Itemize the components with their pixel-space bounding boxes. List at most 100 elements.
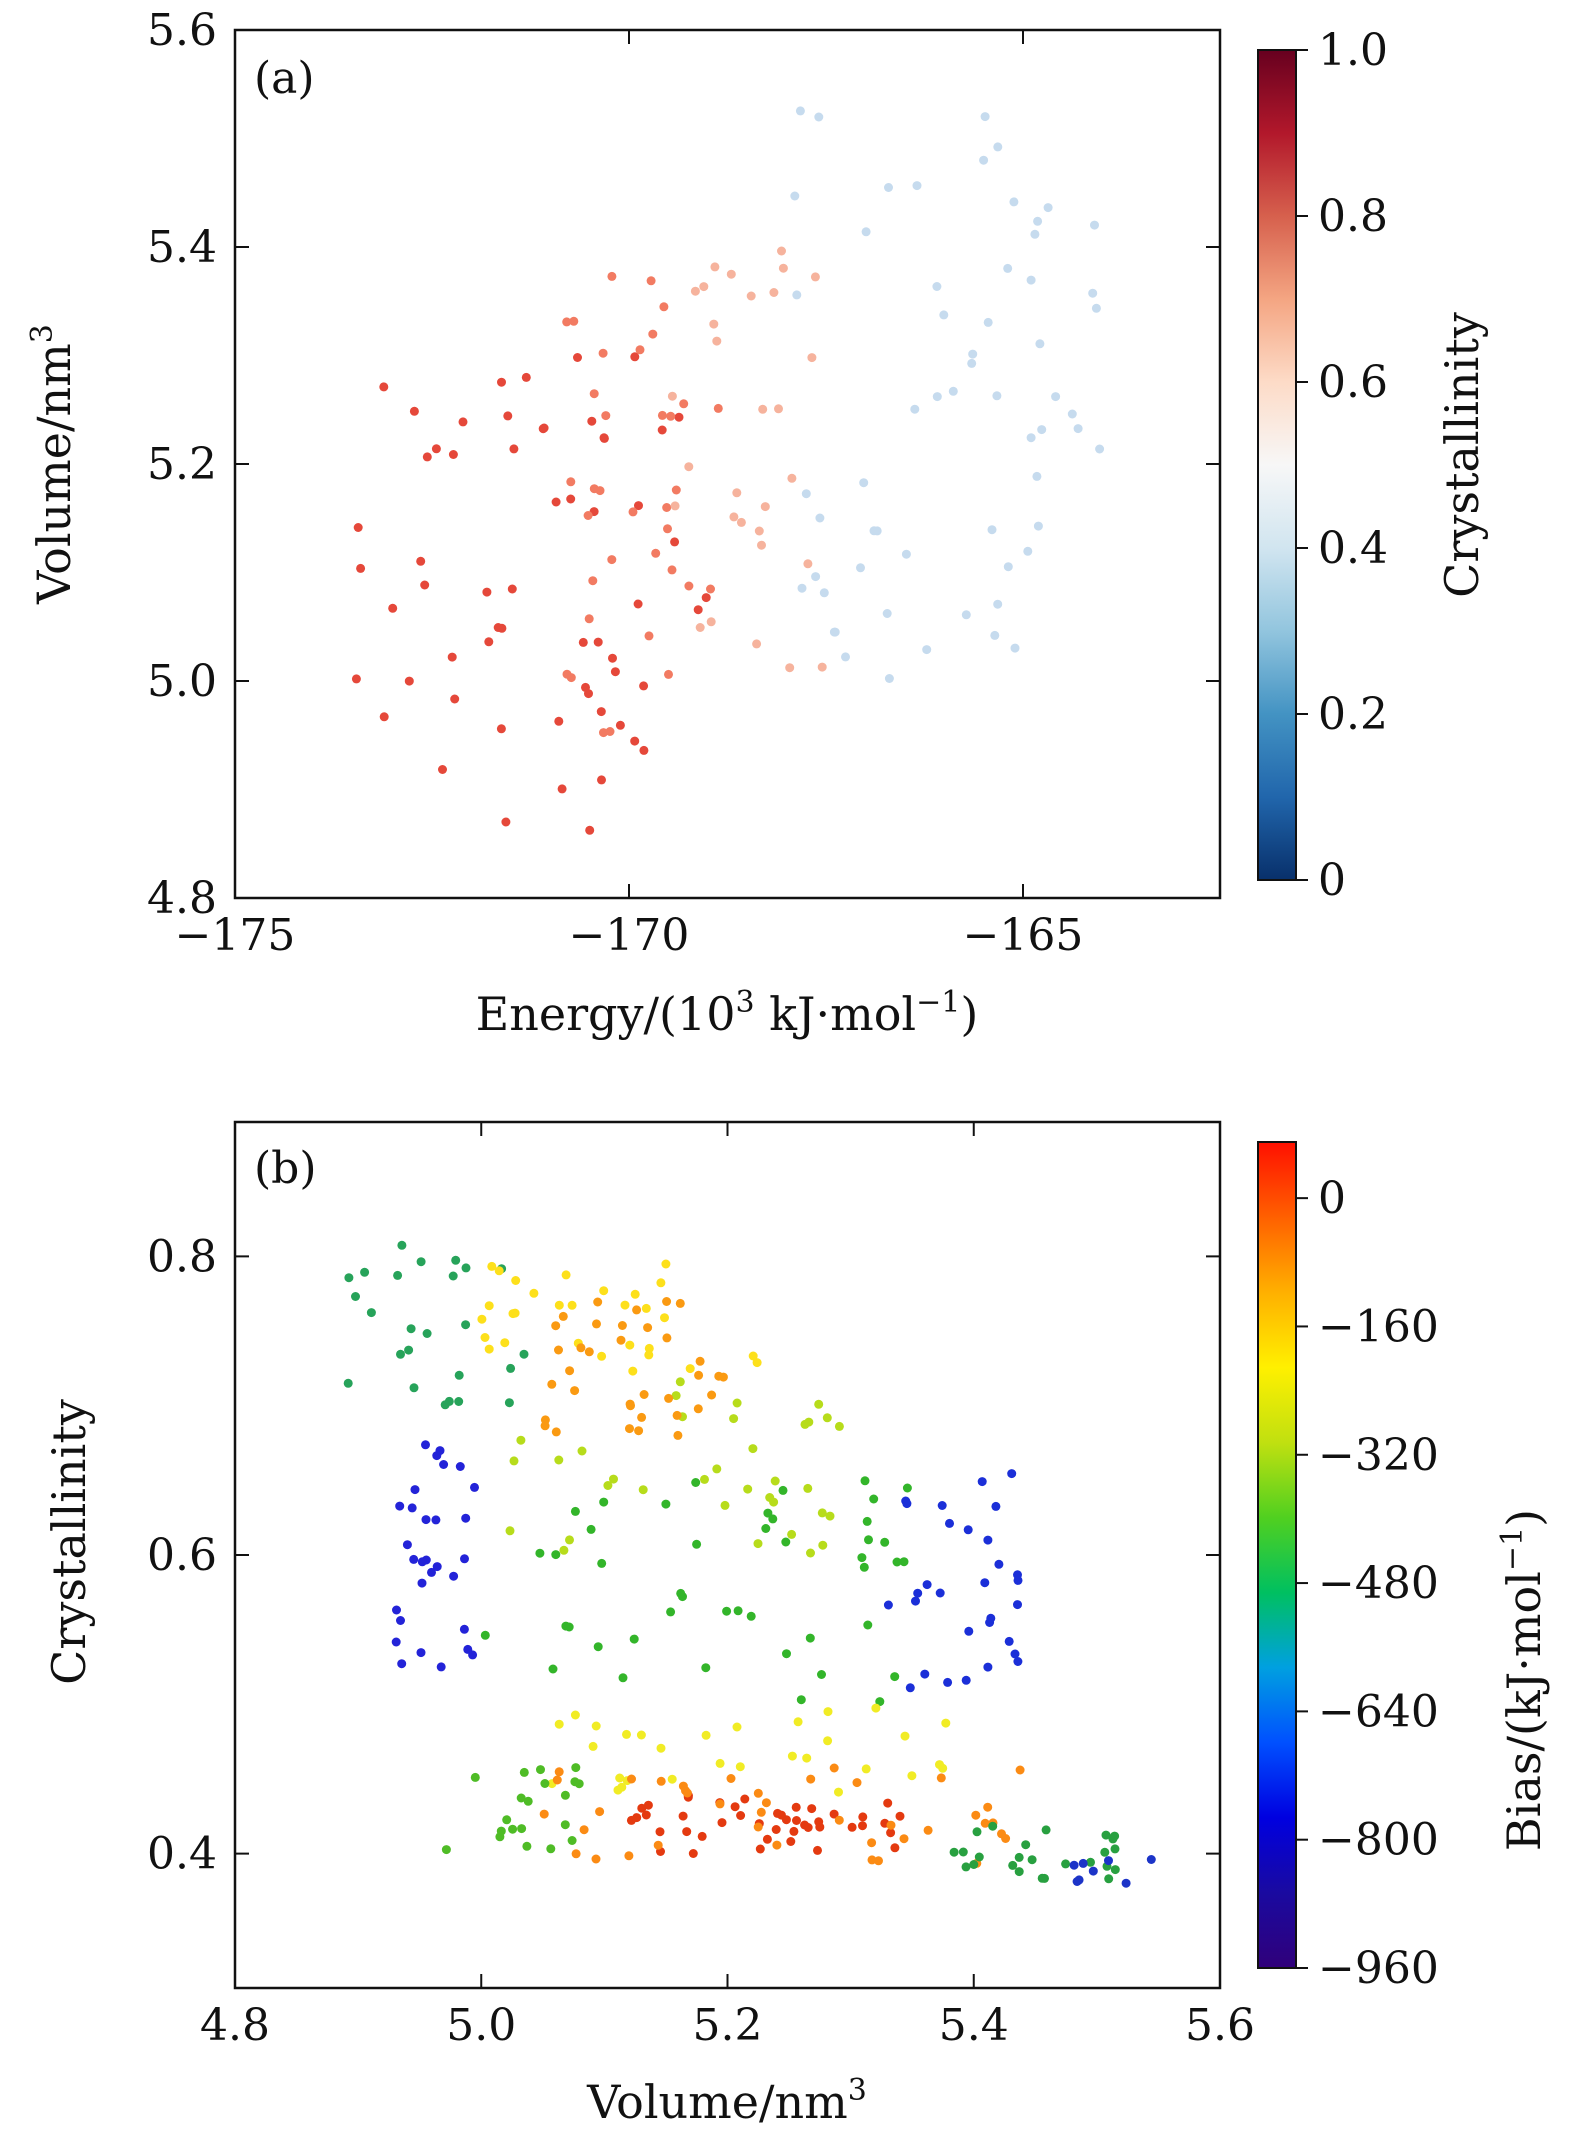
data-point [441, 1845, 451, 1855]
data-point [712, 1464, 722, 1474]
panel-b-colorbar-label-exp: −1 [1495, 1527, 1530, 1571]
data-point [410, 1485, 420, 1495]
data-point [786, 1837, 796, 1846]
x-tick-label: −165 [963, 910, 1084, 961]
y-tick-label: 0.8 [147, 1231, 217, 1282]
data-point [609, 1474, 618, 1484]
data-point [1021, 1840, 1031, 1850]
y-tick-label: 0.4 [147, 1829, 217, 1880]
data-point [1086, 1857, 1095, 1867]
data-point [758, 404, 768, 414]
data-point [822, 1413, 832, 1423]
data-point [497, 377, 506, 387]
data-point [504, 1398, 514, 1408]
data-point [366, 1308, 376, 1318]
data-point [910, 404, 920, 414]
data-point [693, 605, 703, 615]
data-point [579, 1825, 589, 1835]
data-point [733, 1606, 743, 1616]
data-point [743, 1484, 753, 1494]
data-point [435, 1446, 445, 1456]
data-point [693, 1404, 703, 1414]
data-point [436, 1662, 446, 1672]
data-point [461, 1513, 471, 1523]
data-point [1027, 1855, 1037, 1865]
colorbar-tick-label: −480 [1318, 1558, 1439, 1609]
data-point [603, 1481, 613, 1490]
data-point [715, 1799, 725, 1809]
data-point [735, 1762, 745, 1772]
y-tick-label: 5.6 [147, 5, 217, 56]
data-point [983, 1662, 993, 1672]
data-point [522, 1841, 532, 1851]
data-point [756, 1807, 766, 1817]
data-point [841, 652, 850, 662]
data-point [406, 1324, 416, 1334]
data-point [803, 1823, 813, 1832]
y-tick-label: 0.6 [147, 1530, 217, 1581]
data-point [834, 1421, 844, 1431]
data-point [634, 1426, 644, 1436]
x-tick-label: −175 [175, 910, 296, 961]
data-point [404, 1345, 414, 1355]
data-point [571, 1849, 581, 1859]
data-point [726, 269, 736, 279]
panel-b-colorbar: −960 −800 −640 −480 −320 −160 0 [1257, 1141, 1439, 1994]
data-point [421, 1515, 431, 1525]
data-point [593, 1297, 603, 1307]
data-point [746, 291, 756, 301]
data-point [769, 288, 779, 297]
data-point [1030, 229, 1040, 239]
data-point [587, 416, 597, 426]
data-point [859, 478, 869, 488]
data-point [977, 1477, 987, 1487]
data-point [565, 1535, 574, 1545]
data-point [761, 1798, 771, 1808]
data-point [626, 1401, 635, 1411]
panel-b-plot-frame [233, 1120, 1222, 1990]
data-point [449, 1571, 459, 1581]
data-point [825, 1511, 835, 1521]
data-point [682, 1827, 692, 1837]
data-point [769, 1497, 779, 1507]
data-point [508, 1824, 518, 1834]
y-tick-label: 5.4 [147, 222, 217, 273]
data-point [1067, 409, 1077, 419]
data-point [519, 1767, 529, 1777]
x-tick-label: −170 [569, 910, 690, 961]
data-point [782, 1649, 791, 1659]
data-point [718, 1372, 728, 1382]
data-point [932, 282, 942, 291]
panel-b-y-ticks: 0.4 0.6 0.8 [147, 1231, 1220, 1880]
data-point [803, 559, 813, 569]
data-point [964, 1626, 974, 1636]
data-point [670, 537, 680, 547]
data-point [625, 1340, 635, 1350]
data-point [554, 1300, 564, 1310]
data-point [706, 617, 716, 627]
data-point [451, 1255, 461, 1265]
data-point [823, 1736, 833, 1746]
data-point [591, 1854, 601, 1864]
data-point [653, 1840, 663, 1850]
data-point [506, 1363, 516, 1373]
data-point [616, 1335, 626, 1345]
data-point [561, 1270, 571, 1280]
data-point [599, 1286, 609, 1296]
data-point [690, 286, 700, 296]
data-point [895, 1811, 905, 1821]
data-point [662, 1333, 672, 1343]
data-point [974, 1852, 984, 1862]
data-point [409, 1554, 419, 1564]
data-point [736, 517, 746, 527]
data-point [1014, 1852, 1024, 1862]
data-point [937, 1501, 947, 1510]
data-point [963, 1525, 973, 1535]
data-point [344, 1273, 354, 1283]
data-point [554, 1767, 564, 1777]
data-point [823, 1707, 833, 1717]
data-point [584, 1347, 594, 1357]
data-point [861, 1764, 871, 1774]
data-point [1033, 521, 1043, 531]
data-point [762, 1834, 772, 1844]
